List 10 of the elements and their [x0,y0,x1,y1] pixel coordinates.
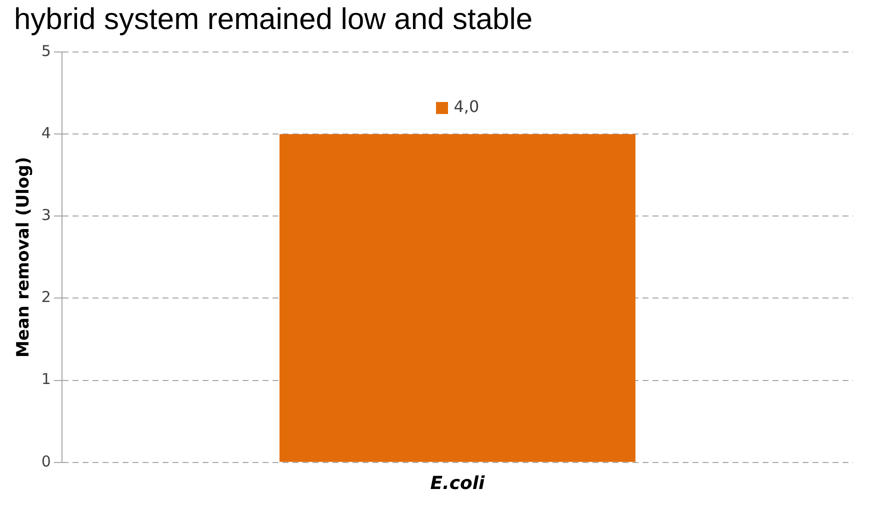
y-tick-label: 5 [41,42,51,60]
y-tick-label: 0 [41,452,51,470]
data-label: 4,0 [454,97,480,116]
y-tick-label: 3 [41,206,51,224]
x-tick-label: E.coli [430,472,486,494]
text: hybrid system remained low and stable [13,2,534,38]
y-tick-label: 1 [41,370,51,388]
y-axis-title: Mean removal (Ulog) [14,156,34,358]
y-tick-label: 4 [41,124,51,142]
y-tick-label: 2 [41,288,51,306]
